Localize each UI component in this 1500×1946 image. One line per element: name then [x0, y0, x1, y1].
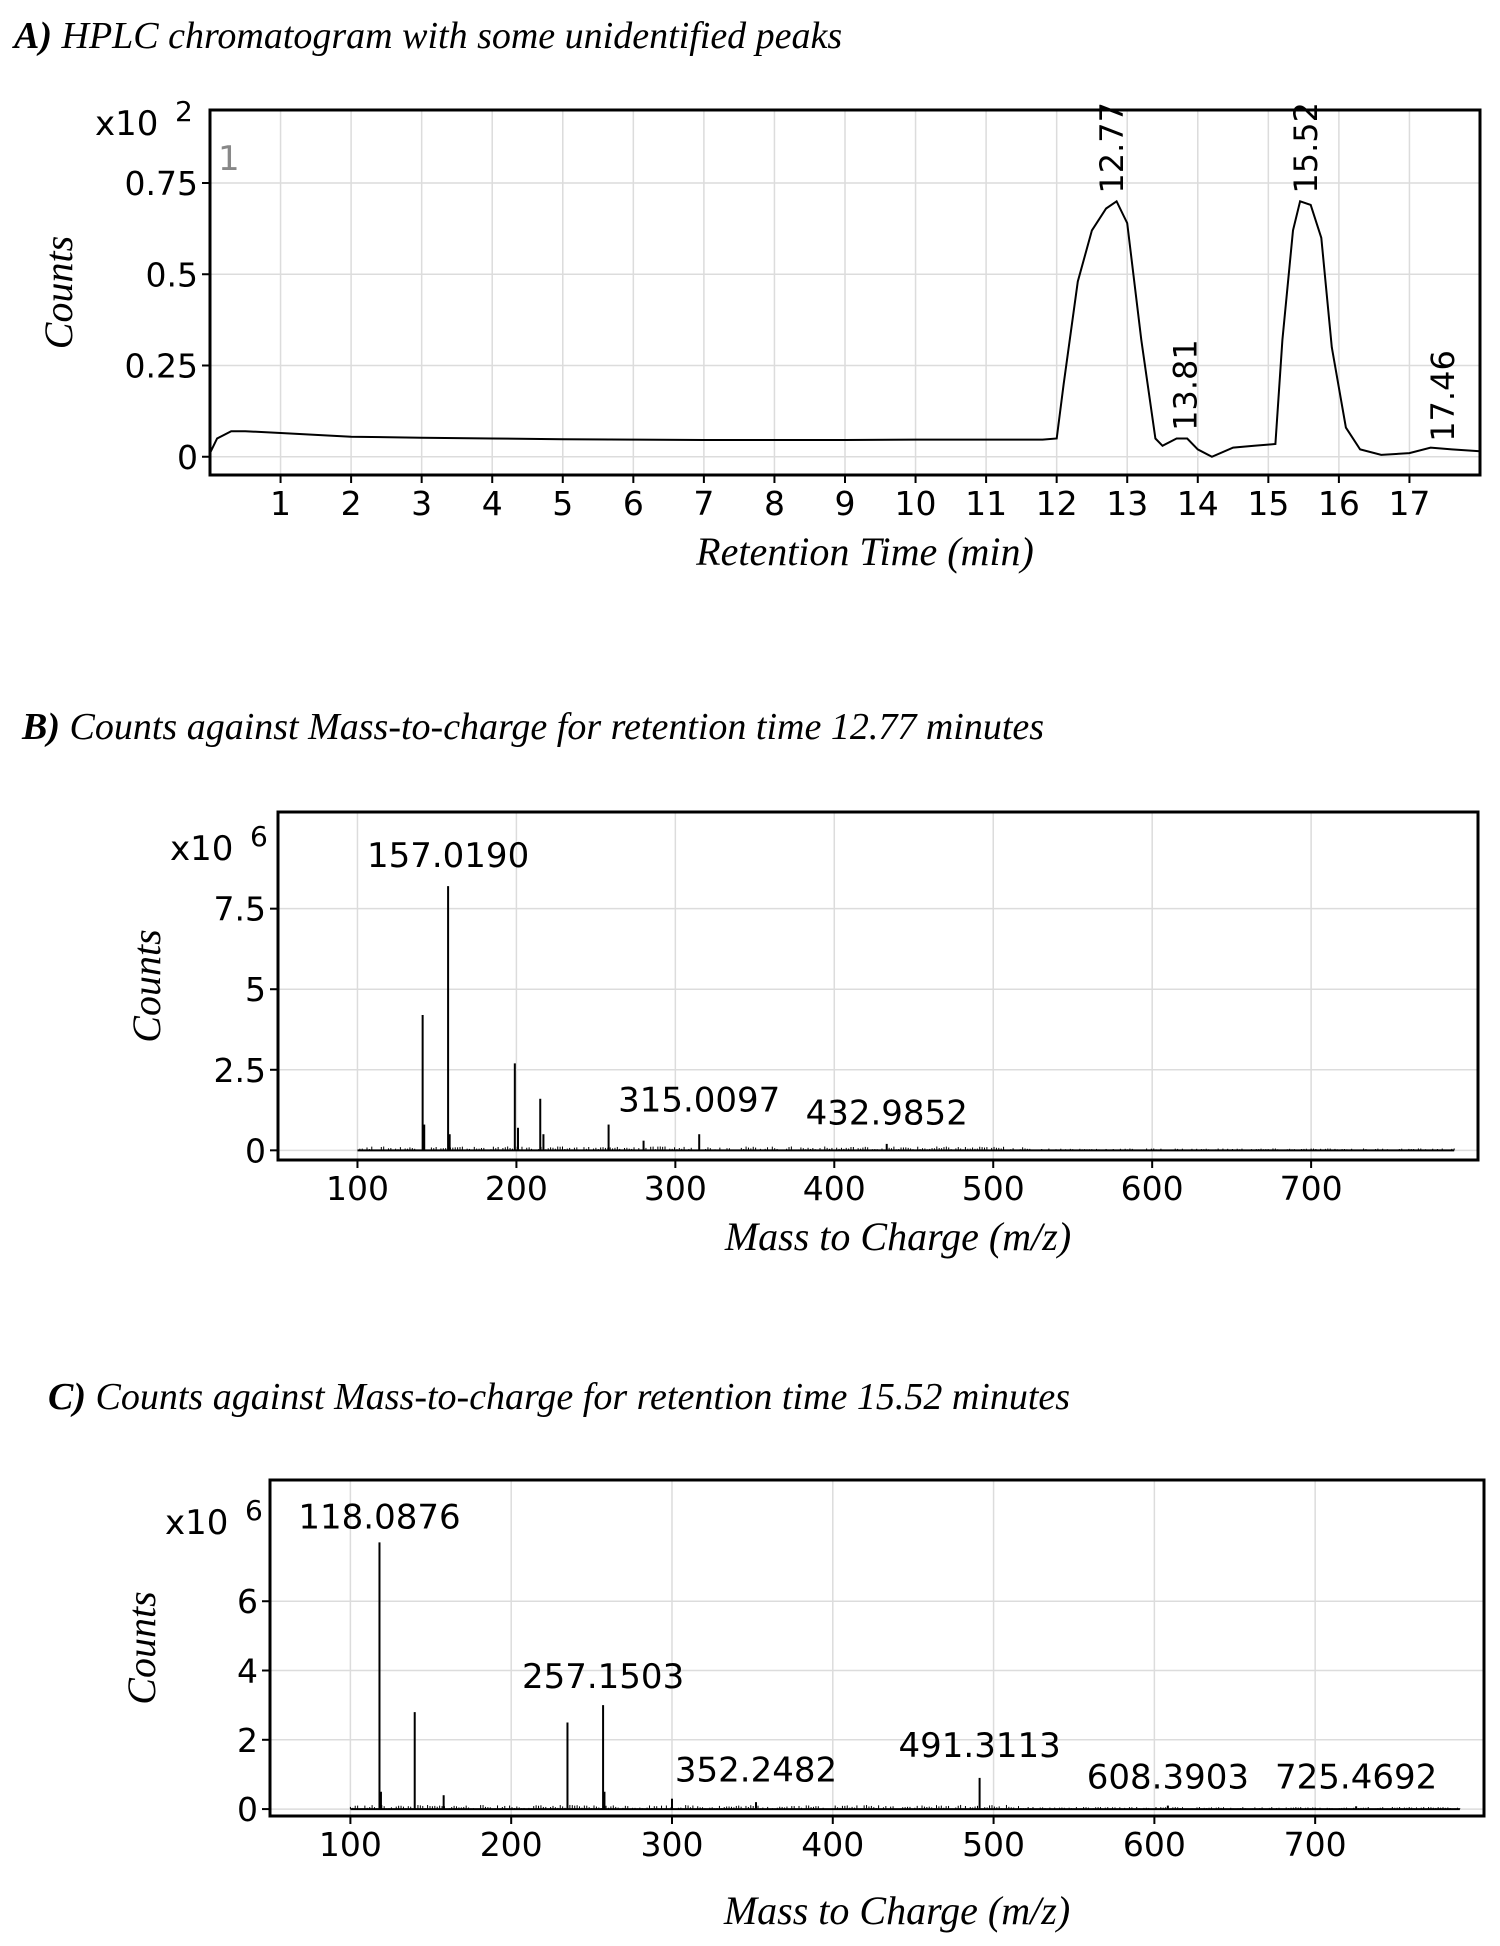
chart-c-peak-label-0: 118.0876 — [298, 1497, 460, 1537]
chart-a-series-trace — [209, 199, 1481, 458]
chart-c-y-exponent: 6 — [245, 1494, 263, 1527]
chart-b-x-tick-label-1: 200 — [485, 1169, 548, 1208]
chart-b-x-tick-label-4: 500 — [962, 1169, 1025, 1208]
chart-c-x-tick-label-4: 500 — [962, 1825, 1025, 1864]
chart-b-x-tick-label-5: 600 — [1121, 1169, 1184, 1208]
chart-a-peak-label-1: 13.81 — [1166, 339, 1204, 431]
chart-a-hplc-chromatogram: 1 2 3 4 5 6 7 8 9 10 11 12 13 14 15 16 1700.250.50.75x10… — [36, 95, 1482, 574]
chart-b-y-tick-label-1: 2.5 — [214, 1051, 266, 1090]
chart-b-title-text: Counts against Mass-to-charge for retent… — [69, 706, 1045, 748]
chart-b-x-axis-label: Mass to Charge (m/z) — [724, 1214, 1071, 1259]
chart-c-title-text: Counts against Mass-to-charge for retent… — [95, 1376, 1071, 1418]
chart-b-mass-spectrum: 100 200 300 400 500 600 700 0 2.5 5 7.5 x10 6 Counts M… — [124, 810, 1480, 1259]
chart-a-y-tick-label-1: 0.25 — [125, 347, 198, 386]
chart-a-title-text: HPLC chromatogram with some unidentified… — [61, 15, 843, 57]
chart-b-y-multiplier: x10 — [170, 829, 233, 869]
chart-a-y-tick-label-2: 0.5 — [146, 255, 198, 294]
chart-b-y-tick-label-2: 5 — [245, 970, 266, 1009]
chart-a-x-tick-label-5: 6 — [623, 484, 644, 523]
chart-c-peak-label-5: 725.4692 — [1275, 1757, 1437, 1797]
chart-c-y-multiplier: x10 — [165, 1503, 228, 1543]
chart-a-y-tick-label-3: 0.75 — [125, 164, 198, 203]
chart-c-y-tick-label-1: 2 — [237, 1721, 258, 1760]
chart-a-title: A) HPLC chromatogram with some unidentif… — [14, 14, 842, 58]
chart-c-peak-label-3: 491.3113 — [898, 1726, 1060, 1766]
chart-a-x-tick-label-2: 3 — [411, 484, 432, 523]
chart-b-x-tick-label-2: 300 — [644, 1169, 707, 1208]
chart-a-x-tick-label-16: 17 — [1388, 484, 1430, 523]
chart-b-peak-label-1: 315.0097 — [618, 1081, 780, 1121]
chart-c-x-tick-label-3: 400 — [801, 1825, 864, 1864]
chart-c-peak-label-2: 352.2482 — [675, 1750, 837, 1790]
chart-a-y-axis-label: Counts — [36, 236, 81, 349]
chart-b-x-tick-label-6: 700 — [1280, 1169, 1343, 1208]
chart-b-y-tick-label-0: 0 — [245, 1131, 266, 1170]
chart-a-x-tick-label-6: 7 — [693, 484, 714, 523]
chart-c-y-tick-label-0: 0 — [237, 1790, 258, 1829]
chart-b-y-exponent: 6 — [250, 820, 268, 853]
chart-a-y-multiplier: x10 — [95, 104, 158, 144]
chart-b-y-tick-label-3: 7.5 — [214, 890, 266, 929]
chart-a-peak-label-0: 12.77 — [1093, 102, 1131, 194]
chart-c-plot-frame — [268, 1478, 1486, 1818]
chart-a-x-tick-label-1: 2 — [341, 484, 362, 523]
chart-a-x-axis-label: Retention Time (min) — [695, 529, 1034, 574]
chart-c-x-tick-label-6: 700 — [1284, 1825, 1347, 1864]
chart-a-y-exponent: 2 — [175, 95, 193, 128]
chart-b-y-axis-label: Counts — [124, 929, 169, 1042]
chart-c-y-tick-label-2: 4 — [237, 1652, 258, 1691]
chart-a-x-tick-label-4: 5 — [552, 484, 573, 523]
chart-a-x-tick-label-13: 14 — [1177, 484, 1219, 523]
chart-a-x-tick-label-10: 11 — [965, 484, 1007, 523]
chart-c-x-tick-label-1: 200 — [480, 1825, 543, 1864]
chart-b-plot-frame — [276, 810, 1480, 1162]
chart-a-x-tick-label-12: 13 — [1106, 484, 1148, 523]
chart-a-y-tick-label-0: 0 — [177, 438, 198, 477]
chart-a-x-tick-label-11: 12 — [1036, 484, 1078, 523]
chart-a-x-tick-label-0: 1 — [270, 484, 291, 523]
chart-c-y-tick-label-3: 6 — [237, 1582, 258, 1621]
chart-b-peak-label-0: 157.0190 — [367, 836, 529, 876]
chart-a-x-tick-label-3: 4 — [482, 484, 503, 523]
chart-b-panel-letter: B) — [22, 706, 60, 748]
chart-b-peak-label-2: 432.9852 — [806, 1094, 968, 1134]
chart-a-x-tick-label-7: 8 — [764, 484, 785, 523]
chart-c-x-tick-label-5: 600 — [1123, 1825, 1186, 1864]
chart-c-x-axis-label: Mass to Charge (m/z) — [723, 1888, 1070, 1933]
chart-a-trace-number: 1 — [218, 139, 240, 179]
chart-a-x-tick-label-8: 9 — [835, 484, 856, 523]
chart-a-x-tick-label-14: 15 — [1247, 484, 1289, 523]
chart-c-title: C) Counts against Mass-to-charge for ret… — [48, 1375, 1070, 1419]
chart-b-x-tick-label-3: 400 — [803, 1169, 866, 1208]
chart-a-panel-letter: A) — [14, 15, 52, 57]
chart-a-x-tick-label-9: 10 — [895, 484, 937, 523]
chart-c-peak-label-1: 257.1503 — [522, 1657, 684, 1697]
chart-a-peak-label-2: 15.52 — [1287, 102, 1325, 194]
chart-b-x-tick-label-0: 100 — [326, 1169, 389, 1208]
chart-c-x-tick-label-2: 300 — [640, 1825, 703, 1864]
chart-c-panel-letter: C) — [48, 1376, 86, 1418]
chart-a-peak-label-3: 17.46 — [1424, 350, 1462, 442]
chart-c-y-axis-label: Counts — [119, 1591, 164, 1704]
chart-a-x-tick-label-15: 16 — [1318, 484, 1360, 523]
chart-c-x-tick-label-0: 100 — [319, 1825, 382, 1864]
chart-c-peak-label-4: 608.3903 — [1087, 1757, 1249, 1797]
chart-b-title: B) Counts against Mass-to-charge for ret… — [22, 705, 1044, 749]
